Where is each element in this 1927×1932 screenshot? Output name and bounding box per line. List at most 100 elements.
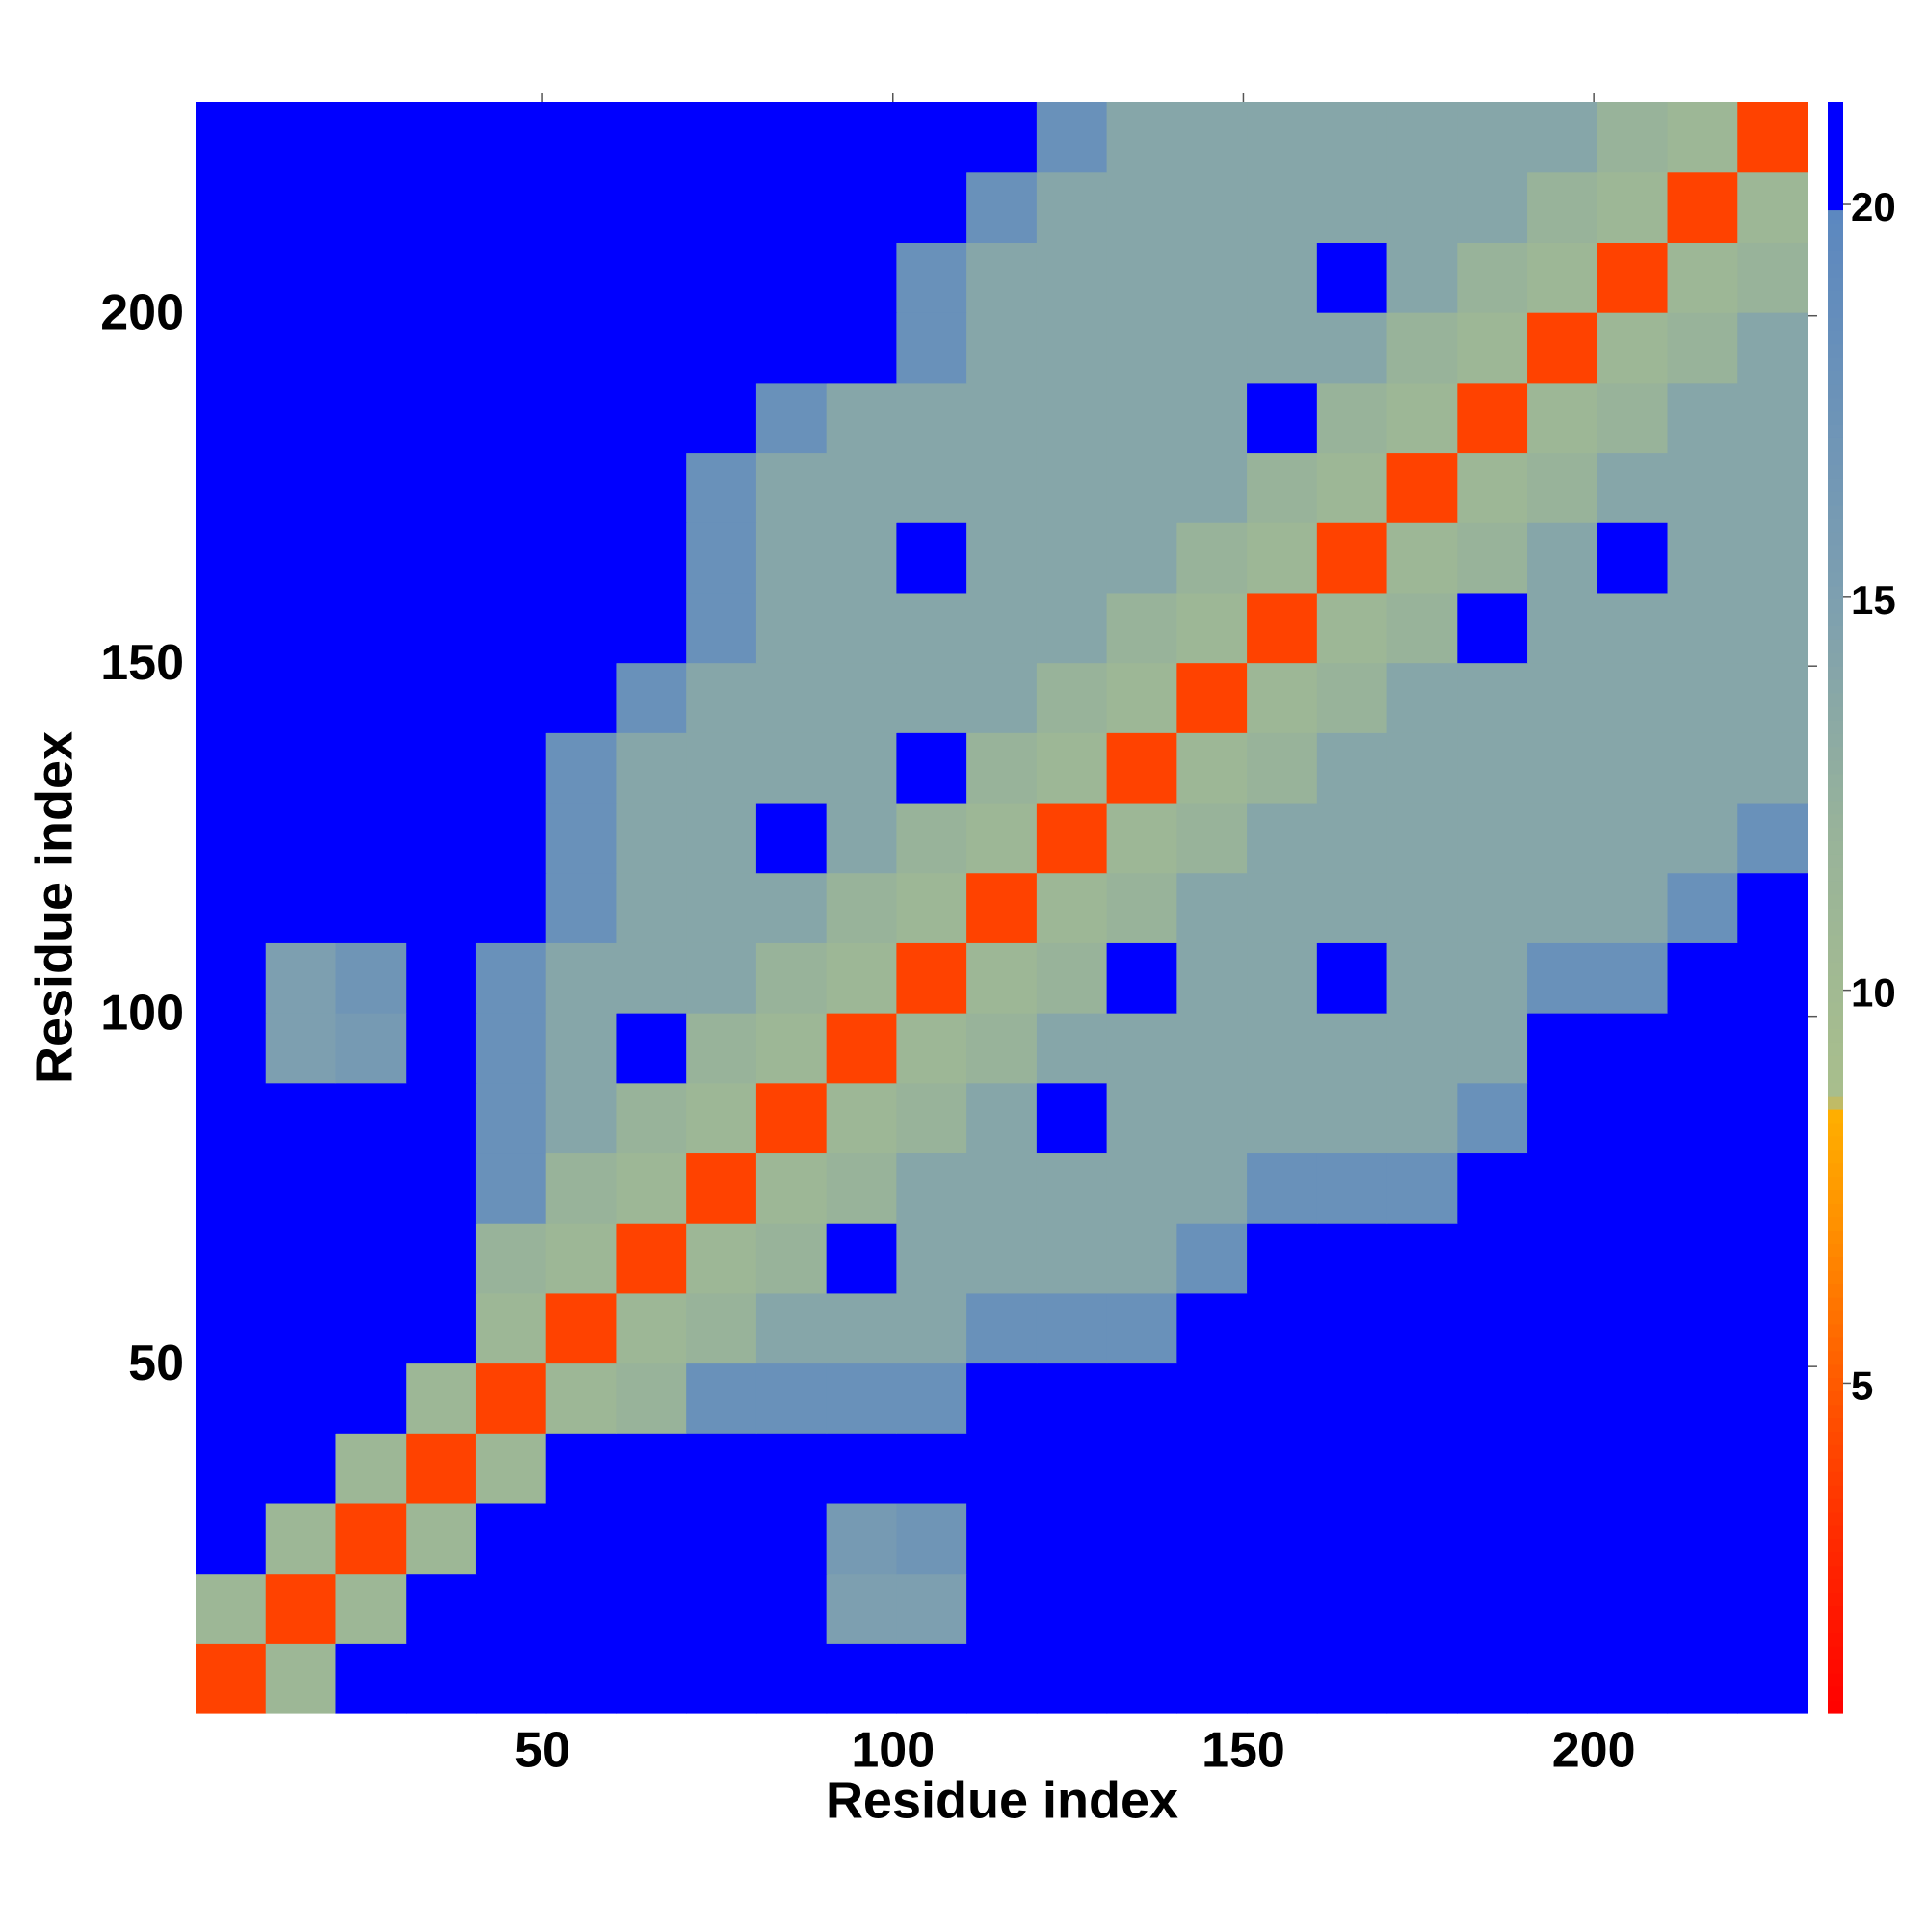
heatmap-cell [1176,382,1248,454]
heatmap-cell [1667,1573,1738,1644]
heatmap-cell [826,592,897,664]
heatmap-cell [826,1152,897,1224]
heatmap-cell [1597,1643,1669,1714]
heatmap-cell [265,1433,337,1504]
heatmap-cell [1247,452,1318,523]
heatmap-cell [1527,732,1598,804]
heatmap-cell [196,802,267,874]
heatmap-cell [545,592,618,664]
heatmap-cell [1036,242,1108,313]
colorbar-segment [1828,974,1843,990]
heatmap-cell [755,1013,828,1084]
colorbar-segment [1828,384,1843,399]
heatmap-cell [966,522,1038,594]
colorbar-segment [1828,142,1843,157]
heatmap-cell [196,452,267,523]
heatmap-cell [265,1082,337,1154]
heatmap-cell [1386,872,1458,943]
heatmap-cell [1036,312,1108,384]
heatmap-cell [1247,1502,1318,1575]
heatmap-cell [1457,802,1528,874]
colorbar-segment [1828,357,1843,372]
colorbar-segment [1828,1686,1843,1701]
heatmap-cell [1737,942,1808,1014]
heatmap-cell [1597,1502,1669,1575]
heatmap-cell [196,732,267,804]
heatmap-cell [1527,1082,1598,1154]
colorbar-segment [1828,505,1843,519]
heatmap-cell [1036,802,1108,874]
heatmap-cell [1036,1223,1108,1294]
heatmap-cell [475,662,547,733]
heatmap-cell [966,452,1038,523]
colorbar-tick-label: 10 [1851,970,1896,1016]
heatmap-cell [966,942,1038,1014]
heatmap-cell [1597,802,1669,874]
heatmap-cell [966,1643,1038,1714]
heatmap-cell [475,1502,547,1575]
heatmap-cell [1247,522,1318,594]
heatmap-cell [1527,1433,1598,1504]
heatmap-cell [1667,1013,1738,1084]
heatmap-cell [1176,732,1248,804]
heatmap-cell [1036,102,1108,173]
heatmap-cell [755,872,828,943]
heatmap-cell [966,802,1038,874]
heatmap-cell [1667,1223,1738,1294]
heatmap-cell [1597,592,1669,664]
colorbar-segment [1828,612,1843,626]
heatmap-cell [1386,172,1458,243]
colorbar-segment [1828,1551,1843,1567]
heatmap-cell [1667,172,1738,243]
heatmap-cell [896,1223,967,1294]
heatmap-cell [966,592,1038,664]
heatmap-cell [686,732,757,804]
heatmap-cell [196,1082,267,1154]
heatmap-cell [1667,662,1738,733]
heatmap-cell [1667,382,1738,454]
heatmap-cell [616,1013,687,1084]
heatmap-cell [826,1573,897,1644]
heatmap-cell [1457,1363,1528,1434]
heatmap-cell [475,1573,547,1644]
heatmap-cell [1527,1013,1598,1084]
heatmap-cell [966,242,1038,313]
heatmap-cell [475,942,547,1014]
heatmap-cell [406,312,477,384]
heatmap-cell [1036,1502,1108,1575]
heatmap-cell [1457,1292,1528,1364]
heatmap-cell [966,382,1038,454]
colorbar-segment [1828,343,1843,358]
heatmap-cell [686,1013,757,1084]
heatmap-cell [1667,102,1738,173]
heatmap-cell [686,1223,757,1294]
heatmap-cell [335,1013,407,1084]
heatmap-cell [1527,1363,1598,1434]
heatmap-cell [335,592,407,664]
colorbar-segment [1828,1363,1843,1379]
heatmap-cell [265,802,337,874]
colorbar-segment [1828,155,1843,171]
heatmap-cell [1247,312,1318,384]
heatmap-cell [1386,1573,1458,1644]
heatmap-cell [1386,522,1458,594]
colorbar-segment [1828,128,1843,144]
colorbar-segment [1828,424,1843,438]
heatmap-cell [826,242,897,313]
heatmap-cell [1247,1152,1318,1224]
colorbar-segment [1828,478,1843,492]
heatmap-cell [826,172,897,243]
heatmap-cell [966,172,1038,243]
heatmap-cell [616,522,687,594]
colorbar-segment [1828,1135,1843,1151]
heatmap-cell [1386,452,1458,523]
heatmap-cell [755,1502,828,1575]
heatmap-cell [196,102,267,173]
heatmap-cell [406,732,477,804]
heatmap-cell [1527,382,1598,454]
heatmap-cell [1247,732,1318,804]
heatmap-cell [265,1502,337,1575]
colorbar-segment [1828,639,1843,653]
